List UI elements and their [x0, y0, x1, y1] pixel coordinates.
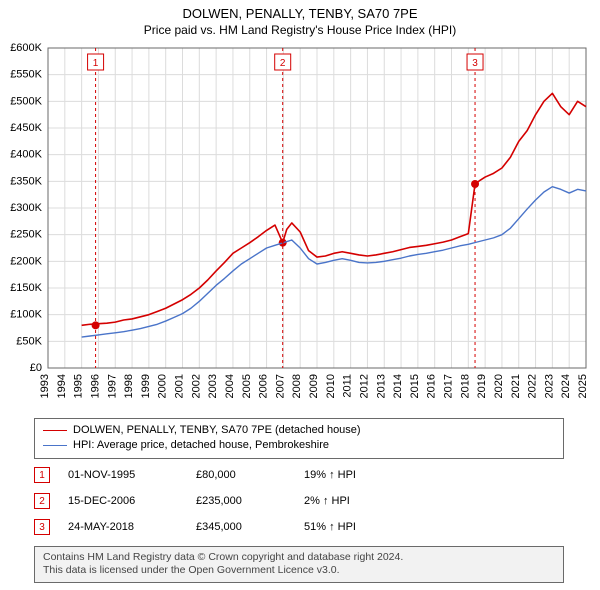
svg-text:2004: 2004: [224, 374, 236, 398]
svg-text:2002: 2002: [190, 374, 202, 398]
attribution-line-1: Contains HM Land Registry data © Crown c…: [43, 551, 555, 564]
event-flag-number: 1: [34, 467, 50, 483]
svg-text:2011: 2011: [342, 374, 354, 398]
svg-text:2021: 2021: [510, 374, 522, 398]
attribution-line-2: This data is licensed under the Open Gov…: [43, 564, 555, 577]
event-date: 24-MAY-2018: [68, 521, 178, 533]
legend-swatch: [43, 445, 67, 446]
svg-text:1995: 1995: [73, 374, 85, 398]
event-row: 3 24-MAY-2018 £345,000 51% ↑ HPI: [34, 514, 564, 540]
svg-text:2019: 2019: [476, 374, 488, 398]
svg-text:2005: 2005: [241, 374, 253, 398]
svg-text:2007: 2007: [274, 374, 286, 398]
legend-swatch: [43, 430, 67, 431]
legend-item: DOLWEN, PENALLY, TENBY, SA70 7PE (detach…: [43, 423, 555, 438]
svg-text:2001: 2001: [174, 374, 186, 398]
svg-text:1994: 1994: [56, 374, 68, 398]
legend-item: HPI: Average price, detached house, Pemb…: [43, 438, 555, 453]
svg-text:£250K: £250K: [10, 229, 42, 241]
svg-text:£50K: £50K: [16, 335, 42, 347]
svg-text:£450K: £450K: [10, 122, 42, 134]
svg-text:3: 3: [472, 58, 478, 69]
svg-text:2025: 2025: [577, 374, 589, 398]
svg-text:2015: 2015: [409, 374, 421, 398]
svg-text:£100K: £100K: [10, 309, 42, 321]
svg-text:2018: 2018: [459, 374, 471, 398]
svg-text:2017: 2017: [443, 374, 455, 398]
svg-text:£150K: £150K: [10, 282, 42, 294]
svg-text:1996: 1996: [89, 374, 101, 398]
svg-text:2013: 2013: [375, 374, 387, 398]
svg-text:2010: 2010: [325, 374, 337, 398]
svg-text:£200K: £200K: [10, 255, 42, 267]
page-title: DOLWEN, PENALLY, TENBY, SA70 7PE: [0, 6, 600, 21]
price-chart: £0 £50K £100K £150K £200K £250K £300K £350K £400…: [0, 42, 600, 412]
svg-text:2024: 2024: [560, 374, 572, 398]
event-row: 1 01-NOV-1995 £80,000 19% ↑ HPI: [34, 462, 564, 488]
svg-text:1993: 1993: [39, 374, 51, 398]
svg-text:2023: 2023: [543, 374, 555, 398]
event-hpi-delta: 19% ↑ HPI: [304, 469, 356, 481]
svg-text:2016: 2016: [426, 374, 438, 398]
event-hpi-delta: 51% ↑ HPI: [304, 521, 356, 533]
svg-text:2003: 2003: [207, 374, 219, 398]
event-flag-number: 2: [34, 493, 50, 509]
svg-text:£0: £0: [30, 362, 42, 374]
svg-text:£350K: £350K: [10, 175, 42, 187]
svg-text:2020: 2020: [493, 374, 505, 398]
event-row: 2 15-DEC-2006 £235,000 2% ↑ HPI: [34, 488, 564, 514]
svg-text:2006: 2006: [258, 374, 270, 398]
svg-text:1: 1: [93, 58, 99, 69]
svg-text:£550K: £550K: [10, 69, 42, 81]
event-date: 15-DEC-2006: [68, 495, 178, 507]
event-price: £80,000: [196, 469, 286, 481]
svg-text:£400K: £400K: [10, 149, 42, 161]
page-subtitle: Price paid vs. HM Land Registry's House …: [0, 23, 600, 37]
svg-text:2000: 2000: [157, 374, 169, 398]
svg-text:2014: 2014: [392, 374, 404, 398]
svg-text:£500K: £500K: [10, 95, 42, 107]
svg-text:2009: 2009: [308, 374, 320, 398]
svg-text:£600K: £600K: [10, 42, 42, 54]
svg-text:1998: 1998: [123, 374, 135, 398]
event-price: £235,000: [196, 495, 286, 507]
event-date: 01-NOV-1995: [68, 469, 178, 481]
event-flag-number: 3: [34, 519, 50, 535]
svg-text:2022: 2022: [527, 374, 539, 398]
svg-text:1999: 1999: [140, 374, 152, 398]
svg-text:2: 2: [280, 58, 286, 69]
svg-text:1997: 1997: [106, 374, 118, 398]
events-table: 1 01-NOV-1995 £80,000 19% ↑ HPI 2 15-DEC-2006…: [34, 462, 564, 540]
event-price: £345,000: [196, 521, 286, 533]
svg-text:2008: 2008: [291, 374, 303, 398]
legend-label: HPI: Average price, detached house, Pemb…: [73, 438, 329, 453]
legend-label: DOLWEN, PENALLY, TENBY, SA70 7PE (detach…: [73, 423, 361, 438]
svg-text:2012: 2012: [358, 374, 370, 398]
event-hpi-delta: 2% ↑ HPI: [304, 495, 350, 507]
legend-box: DOLWEN, PENALLY, TENBY, SA70 7PE (detach…: [34, 418, 564, 459]
svg-text:£300K: £300K: [10, 202, 42, 214]
attribution-box: Contains HM Land Registry data © Crown c…: [34, 546, 564, 583]
